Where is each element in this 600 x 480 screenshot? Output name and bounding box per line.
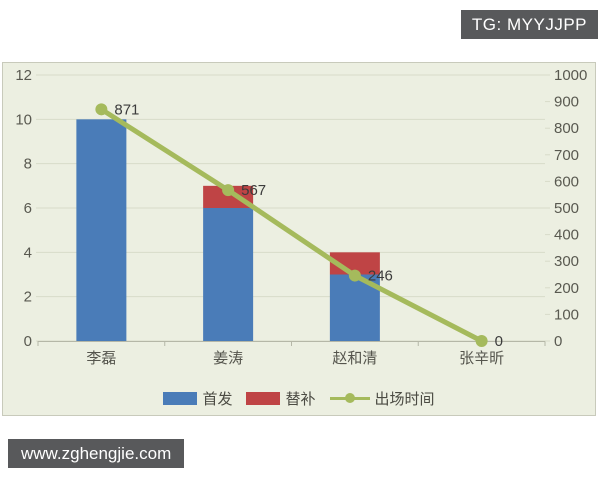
legend-item: 首发 (163, 388, 232, 409)
right-axis-label: 700 (554, 147, 579, 164)
legend-item: 替补 (246, 388, 316, 409)
left-axis-label: 10 (15, 111, 32, 128)
left-axis-label: 4 (24, 244, 32, 261)
bar-segment (76, 119, 127, 341)
category-label: 张辛昕 (459, 350, 504, 367)
left-axis-label: 0 (24, 333, 32, 350)
legend-label: 出场时间 (374, 390, 435, 408)
left-axis-label: 6 (24, 200, 32, 217)
tg-badge: TG: MYYJJPP (460, 10, 598, 39)
legend-line-icon (329, 392, 370, 405)
line-series (98, 106, 485, 344)
right-axis-label: 0 (554, 333, 562, 350)
data-label: 871 (114, 101, 139, 118)
right-axis-label: 200 (554, 280, 579, 297)
left-axis-label: 12 (15, 67, 32, 84)
chart-legend: 首发 替补 出场时间 (3, 388, 595, 409)
right-axis-label: 800 (554, 120, 579, 137)
line-point (348, 269, 361, 282)
bar-segment (203, 208, 254, 341)
legend-line-dot (344, 393, 355, 403)
right-axis-label: 1000 (554, 67, 587, 84)
data-label: 246 (368, 268, 393, 285)
line-point (222, 184, 235, 197)
line-point (475, 335, 488, 347)
watermark-badge: www.zghengjie.com (8, 439, 185, 468)
chart-canvas: 8715672460024681012010020030040050060070… (15, 67, 587, 367)
data-label: 0 (495, 333, 503, 350)
legend-item: 出场时间 (329, 388, 435, 409)
right-axis-label: 500 (554, 200, 579, 217)
category-label: 赵和清 (332, 350, 377, 367)
category-label: 李磊 (86, 350, 116, 367)
line-point (95, 103, 108, 116)
category-label: 姜涛 (213, 350, 243, 367)
combo-chart: 871 567 246 0 0 2 4 6 8 10 12 0 100 200 300 400 500 600 70… (2, 62, 596, 416)
legend-swatch-icon (246, 391, 281, 405)
right-axis-label: 300 (554, 253, 579, 270)
left-axis-label: 8 (24, 156, 32, 173)
legend-swatch-icon (163, 391, 198, 405)
data-label: 567 (241, 182, 266, 199)
right-axis-label: 600 (554, 173, 579, 190)
legend-label: 替补 (285, 390, 316, 408)
left-axis-label: 2 (24, 289, 32, 306)
right-axis-label: 400 (554, 227, 579, 244)
bar-segment (203, 185, 254, 208)
right-axis-label: 100 (554, 306, 579, 323)
legend-label: 首发 (202, 390, 233, 408)
right-axis-label: 900 (554, 94, 579, 111)
